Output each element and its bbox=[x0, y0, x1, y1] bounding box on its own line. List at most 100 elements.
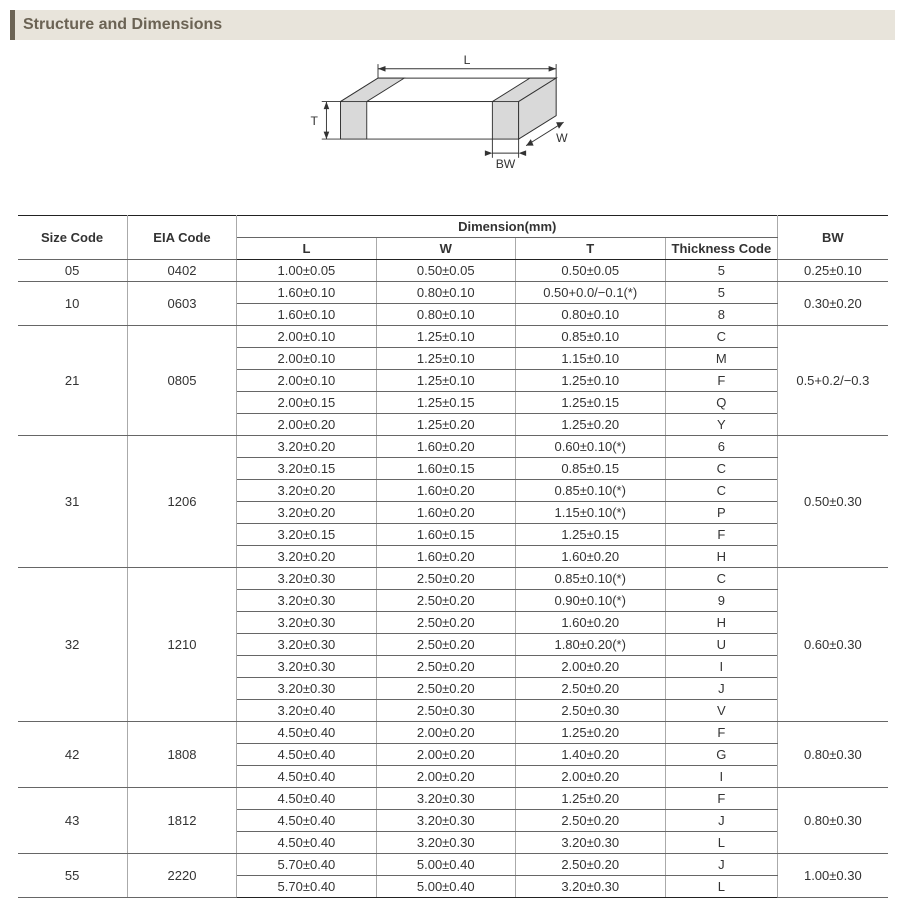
cell-l: 3.20±0.30 bbox=[237, 568, 376, 590]
cell-w: 1.25±0.10 bbox=[376, 326, 515, 348]
cell-l: 3.20±0.15 bbox=[237, 524, 376, 546]
cell-thickness-code: P bbox=[665, 502, 778, 524]
cell-t: 2.50±0.20 bbox=[515, 678, 665, 700]
header-eia-code: EIA Code bbox=[127, 216, 237, 260]
cell-l: 1.60±0.10 bbox=[237, 304, 376, 326]
cell-thickness-code: M bbox=[665, 348, 778, 370]
cell-thickness-code: H bbox=[665, 612, 778, 634]
cell-w: 1.25±0.15 bbox=[376, 392, 515, 414]
dimension-diagram: L T W BW bbox=[0, 50, 905, 200]
cell-bw: 0.30±0.20 bbox=[778, 282, 888, 326]
cell-t: 0.50+0.0/−0.1(*) bbox=[515, 282, 665, 304]
cell-w: 3.20±0.30 bbox=[376, 810, 515, 832]
cell-eia-code: 1210 bbox=[127, 568, 237, 722]
cell-t: 0.85±0.10(*) bbox=[515, 568, 665, 590]
cell-l: 2.00±0.10 bbox=[237, 370, 376, 392]
cell-t: 1.25±0.20 bbox=[515, 788, 665, 810]
cell-l: 2.00±0.20 bbox=[237, 414, 376, 436]
cell-eia-code: 0402 bbox=[127, 260, 237, 282]
cell-eia-code: 0603 bbox=[127, 282, 237, 326]
cell-eia-code: 1808 bbox=[127, 722, 237, 788]
table-row: 3112063.20±0.201.60±0.200.60±0.10(*)60.5… bbox=[18, 436, 888, 458]
cell-thickness-code: 8 bbox=[665, 304, 778, 326]
cell-t: 2.00±0.20 bbox=[515, 656, 665, 678]
cell-thickness-code: L bbox=[665, 832, 778, 854]
cell-w: 0.80±0.10 bbox=[376, 282, 515, 304]
cell-thickness-code: L bbox=[665, 876, 778, 898]
cell-w: 2.50±0.30 bbox=[376, 700, 515, 722]
cell-thickness-code: G bbox=[665, 744, 778, 766]
cell-t: 2.50±0.20 bbox=[515, 810, 665, 832]
cell-w: 1.60±0.20 bbox=[376, 436, 515, 458]
cell-w: 3.20±0.30 bbox=[376, 832, 515, 854]
cell-thickness-code: 5 bbox=[665, 260, 778, 282]
cell-t: 2.50±0.30 bbox=[515, 700, 665, 722]
cell-bw: 0.80±0.30 bbox=[778, 788, 888, 854]
cell-w: 0.50±0.05 bbox=[376, 260, 515, 282]
cell-size-code: 42 bbox=[18, 722, 128, 788]
header-w: W bbox=[376, 238, 515, 260]
cell-l: 5.70±0.40 bbox=[237, 876, 376, 898]
cell-l: 3.20±0.30 bbox=[237, 590, 376, 612]
cell-w: 1.60±0.20 bbox=[376, 546, 515, 568]
cell-size-code: 21 bbox=[18, 326, 128, 436]
cell-t: 0.50±0.05 bbox=[515, 260, 665, 282]
cell-l: 2.00±0.10 bbox=[237, 348, 376, 370]
cell-w: 1.60±0.15 bbox=[376, 458, 515, 480]
cell-w: 3.20±0.30 bbox=[376, 788, 515, 810]
cell-thickness-code: I bbox=[665, 766, 778, 788]
cell-w: 2.00±0.20 bbox=[376, 766, 515, 788]
diagram-label-w: W bbox=[556, 131, 568, 145]
cell-thickness-code: F bbox=[665, 370, 778, 392]
header-l: L bbox=[237, 238, 376, 260]
cell-t: 0.85±0.10(*) bbox=[515, 480, 665, 502]
cell-w: 1.60±0.15 bbox=[376, 524, 515, 546]
cell-w: 2.50±0.20 bbox=[376, 568, 515, 590]
cell-w: 1.60±0.20 bbox=[376, 502, 515, 524]
cell-w: 5.00±0.40 bbox=[376, 854, 515, 876]
table-header: Size Code EIA Code Dimension(mm) BW L W … bbox=[18, 216, 888, 260]
cell-thickness-code: C bbox=[665, 568, 778, 590]
cell-t: 1.25±0.10 bbox=[515, 370, 665, 392]
diagram-label-t: T bbox=[310, 114, 318, 128]
cell-w: 2.50±0.20 bbox=[376, 656, 515, 678]
cell-thickness-code: H bbox=[665, 546, 778, 568]
section-title: Structure and Dimensions bbox=[23, 16, 222, 34]
cell-bw: 1.00±0.30 bbox=[778, 854, 888, 898]
cell-thickness-code: F bbox=[665, 722, 778, 744]
cell-l: 3.20±0.20 bbox=[237, 502, 376, 524]
cell-bw: 0.25±0.10 bbox=[778, 260, 888, 282]
cell-l: 4.50±0.40 bbox=[237, 810, 376, 832]
header-bw: BW bbox=[778, 216, 888, 260]
cell-thickness-code: J bbox=[665, 678, 778, 700]
cell-t: 1.25±0.20 bbox=[515, 414, 665, 436]
cell-thickness-code: 9 bbox=[665, 590, 778, 612]
cell-w: 0.80±0.10 bbox=[376, 304, 515, 326]
cell-t: 2.00±0.20 bbox=[515, 766, 665, 788]
cell-t: 3.20±0.30 bbox=[515, 876, 665, 898]
cell-size-code: 55 bbox=[18, 854, 128, 898]
cell-thickness-code: 5 bbox=[665, 282, 778, 304]
cell-thickness-code: C bbox=[665, 458, 778, 480]
cell-t: 0.90±0.10(*) bbox=[515, 590, 665, 612]
table-body: 0504021.00±0.050.50±0.050.50±0.0550.25±0… bbox=[18, 260, 888, 898]
cell-size-code: 32 bbox=[18, 568, 128, 722]
diagram-label-l: L bbox=[463, 53, 470, 67]
cell-t: 1.15±0.10 bbox=[515, 348, 665, 370]
cell-w: 2.00±0.20 bbox=[376, 744, 515, 766]
cell-t: 2.50±0.20 bbox=[515, 854, 665, 876]
cell-t: 1.25±0.20 bbox=[515, 722, 665, 744]
table-row: 3212103.20±0.302.50±0.200.85±0.10(*)C0.6… bbox=[18, 568, 888, 590]
table-row: 4318124.50±0.403.20±0.301.25±0.20F0.80±0… bbox=[18, 788, 888, 810]
cell-l: 3.20±0.20 bbox=[237, 436, 376, 458]
cell-bw: 0.50±0.30 bbox=[778, 436, 888, 568]
cell-t: 0.85±0.15 bbox=[515, 458, 665, 480]
cell-w: 1.25±0.10 bbox=[376, 370, 515, 392]
cell-thickness-code: C bbox=[665, 480, 778, 502]
cell-w: 2.50±0.20 bbox=[376, 634, 515, 656]
cell-t: 1.15±0.10(*) bbox=[515, 502, 665, 524]
cell-l: 4.50±0.40 bbox=[237, 766, 376, 788]
cell-t: 3.20±0.30 bbox=[515, 832, 665, 854]
cell-l: 3.20±0.15 bbox=[237, 458, 376, 480]
section-header: Structure and Dimensions bbox=[10, 10, 895, 40]
